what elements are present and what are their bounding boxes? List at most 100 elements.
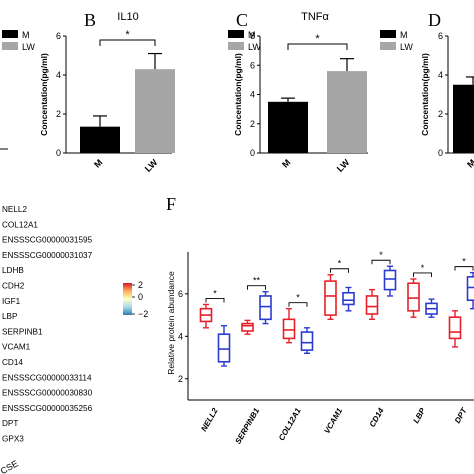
panel-letter-f: F — [166, 194, 176, 214]
y-tick-label: 4 — [56, 70, 61, 80]
box-red — [241, 322, 254, 332]
y-axis-label: Concentation(pg/ml) — [420, 53, 430, 136]
bar-m — [453, 84, 474, 153]
box-red — [324, 280, 337, 316]
significance-marker: ** — [253, 276, 261, 286]
legend-swatch-lw — [2, 42, 18, 50]
box-blue — [217, 333, 231, 363]
chart-tnfa: 0 2 4 6 8 Concentation(pg/ml) TNFα M LW * M LW — [228, 11, 368, 174]
significance-marker: * — [462, 257, 466, 267]
colorbar-gradient — [123, 283, 132, 315]
panel-letter-b: B — [84, 10, 96, 30]
bar-m — [268, 101, 308, 153]
y-tick-label: 6 — [178, 289, 183, 299]
gene-label: LDHB — [2, 266, 24, 275]
significance-marker: * — [338, 259, 342, 269]
x-tick-label: LBP — [411, 406, 427, 425]
box-blue — [259, 295, 272, 321]
y-tick-label: 6 — [56, 31, 61, 41]
chart-il10: 0 2 4 6 Concentation(pg/ml) IL10 M LW * M LW — [2, 11, 175, 174]
significance-marker: * — [213, 288, 217, 298]
gene-label: COL12A1 — [2, 220, 38, 229]
gene-label: ENSSSCG00000031595 — [2, 236, 93, 245]
legend-swatch-m — [380, 30, 396, 38]
y-tick-label: 0 — [438, 148, 443, 158]
box-red — [365, 295, 379, 315]
significance-marker: * — [125, 29, 130, 41]
y-tick-label: 2 — [438, 109, 443, 119]
gene-label: DPT — [2, 419, 18, 428]
significance-marker: * — [296, 293, 300, 303]
y-tick-label: 0 — [250, 148, 255, 158]
legend-label: M — [22, 30, 30, 40]
significance-bracket — [247, 285, 266, 290]
bar-m — [80, 126, 120, 153]
y-tick-label: 6 — [438, 31, 443, 41]
legend-label: M — [400, 30, 408, 40]
y-tick-label: 6 — [250, 60, 255, 70]
y-axis-label: Concentation(pg/ml) — [233, 53, 243, 136]
y-tick-label: 8 — [250, 31, 255, 41]
y-tick-label: 4 — [438, 70, 443, 80]
y-axis-label: Concentation(pg/ml) — [39, 53, 49, 136]
significance-marker: * — [315, 33, 320, 45]
gene-label: ENSSSCG00000030830 — [2, 389, 93, 398]
legend-swatch-lw — [380, 42, 396, 50]
box-red — [448, 316, 462, 340]
bar-lw — [327, 71, 367, 153]
colorbar-tick-label: 2 — [138, 280, 143, 290]
y-tick-label: 4 — [250, 90, 255, 100]
significance-bracket — [287, 43, 348, 50]
legend-swatch-m — [2, 30, 18, 38]
colorbar-tick-labels: 2 0 −2 — [132, 280, 148, 319]
box-red — [282, 318, 296, 340]
gene-label: LBP — [2, 312, 18, 321]
y-tick-label: 0 — [56, 148, 61, 158]
x-tick-label: LW — [335, 157, 352, 174]
significance-bracket — [99, 39, 156, 46]
gene-label: CD14 — [2, 358, 23, 367]
significance-marker: * — [421, 263, 425, 273]
significance-bracket — [371, 259, 391, 265]
y-tick-label: 2 — [250, 119, 255, 129]
significance-bracket — [205, 298, 225, 303]
x-tick-label: DPT — [453, 406, 469, 425]
y-tick-label: 4 — [178, 331, 183, 341]
legend-label: LW — [22, 42, 35, 52]
significance-bracket — [288, 302, 308, 307]
x-tick-label: VCAM1 — [322, 406, 344, 435]
box-blue — [342, 291, 355, 306]
x-tick-label: LW — [143, 157, 160, 174]
gene-label: ENSSSCG00000033114 — [2, 373, 92, 382]
x-tick-label: M — [465, 157, 474, 169]
heatmap-gene-list: NELL2 COL12A1 ENSSSCG00000031595 ENSSSCG000… — [2, 205, 93, 444]
heatmap-corner-text: CSE — [0, 458, 20, 474]
y-axis-label: Relative protein abundance — [166, 271, 176, 375]
colorbar-tick-label: −2 — [138, 309, 148, 319]
significance-marker: * — [379, 250, 383, 260]
chart-title: IL10 — [117, 11, 138, 23]
gene-label: NELL2 — [2, 205, 27, 214]
significance-bracket — [413, 272, 432, 277]
x-tick-label: M — [92, 157, 104, 169]
legend-swatch-lw — [228, 42, 244, 50]
gene-label: CDH2 — [2, 282, 25, 291]
gene-label: VCAM1 — [2, 343, 31, 352]
x-tick-label: M — [280, 157, 292, 169]
box-blue — [300, 331, 314, 351]
legend-label: M — [248, 30, 256, 40]
box-red — [407, 282, 420, 312]
gene-label: GPX3 — [2, 435, 24, 444]
gene-label: SERPINB1 — [2, 327, 43, 336]
significance-bracket — [330, 268, 349, 273]
gene-label: ENSSSCG00000035256 — [2, 404, 93, 413]
x-tick-label: CD14 — [368, 406, 386, 429]
legend-label: LW — [248, 42, 261, 52]
panel-letter-c: C — [236, 10, 248, 30]
heatmap-colorbar — [123, 283, 132, 315]
panel-letter-d: D — [428, 10, 441, 30]
gene-label: IGF1 — [2, 297, 21, 306]
y-tick-label: 2 — [178, 374, 183, 384]
legend-label: LW — [400, 42, 413, 52]
